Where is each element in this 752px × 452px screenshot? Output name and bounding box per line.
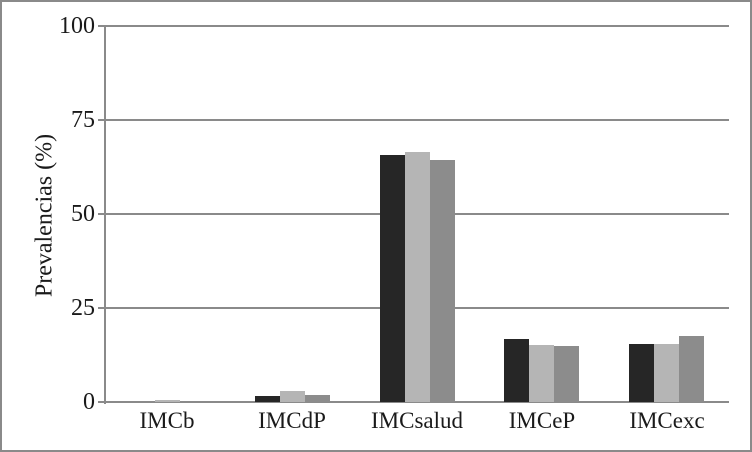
gridline-0: [105, 401, 729, 403]
bar-light-gray-IMCb: [155, 400, 180, 402]
y-tick-label-25: 25: [71, 295, 95, 321]
y-tick-label-100: 100: [59, 13, 95, 39]
y-tick-label-75: 75: [71, 107, 95, 133]
y-tick-mark-25: [98, 307, 113, 309]
y-tick-label-50: 50: [71, 201, 95, 227]
y-tick-mark-50: [98, 213, 113, 215]
gridline-100: [105, 25, 729, 27]
x-label-IMCexc: IMCexc: [629, 408, 705, 433]
bar-medium-gray-IMCdP: [305, 395, 330, 402]
plot-area: [105, 26, 729, 402]
bar-medium-gray-IMCeP: [554, 346, 579, 402]
bar-light-gray-IMCsalud: [405, 152, 430, 402]
x-label-IMCsalud: IMCsalud: [371, 408, 463, 433]
bar-light-gray-IMCeP: [529, 345, 554, 402]
y-tick-label-0: 0: [83, 389, 95, 415]
bar-medium-gray-IMCsalud: [430, 160, 455, 402]
bar-dark-IMCeP: [504, 339, 529, 402]
y-tick-mark-0: [98, 401, 113, 403]
x-label-IMCb: IMCb: [139, 408, 195, 433]
bar-light-gray-IMCdP: [280, 391, 305, 402]
bar-dark-IMCexc: [629, 344, 654, 402]
bar-dark-IMCsalud: [380, 155, 405, 402]
bar-dark-IMCdP: [255, 396, 280, 402]
y-tick-mark-75: [98, 119, 113, 121]
gridline-75: [105, 119, 729, 121]
bar-light-gray-IMCexc: [654, 344, 679, 402]
x-label-IMCeP: IMCeP: [508, 408, 576, 433]
y-tick-mark-100: [98, 25, 113, 27]
x-label-IMCdP: IMCdP: [258, 408, 326, 433]
bar-medium-gray-IMCexc: [679, 336, 704, 402]
